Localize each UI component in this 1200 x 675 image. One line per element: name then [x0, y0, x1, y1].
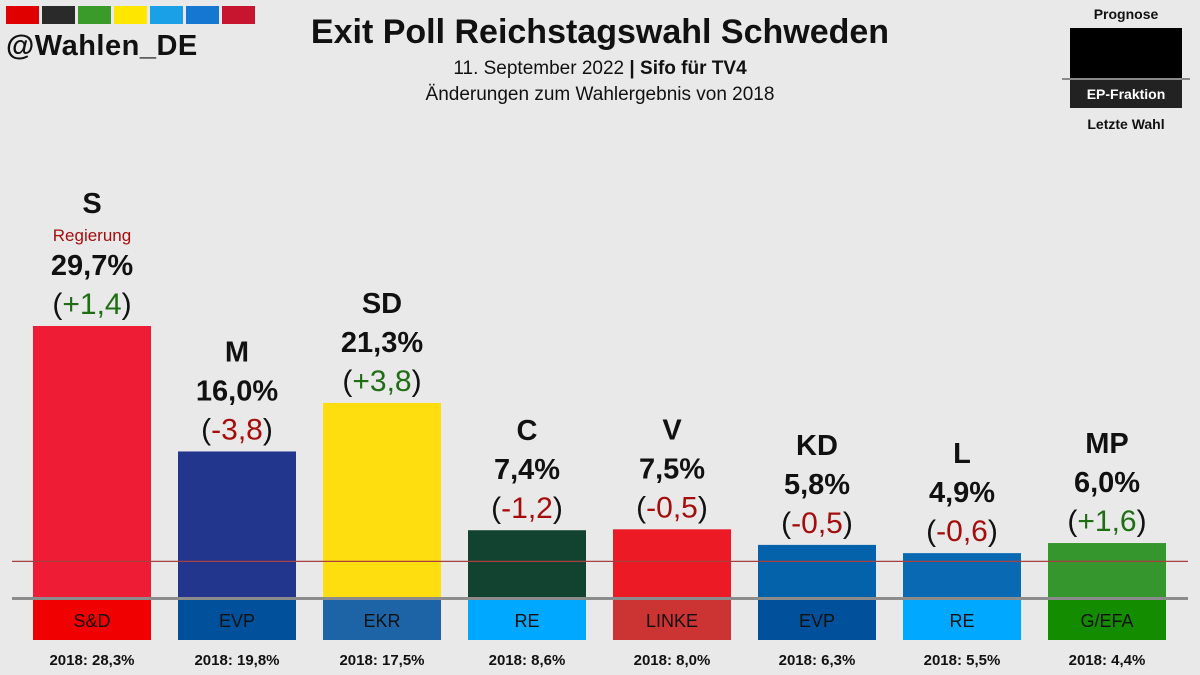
- legend-prognose-label: Prognose: [1093, 6, 1159, 22]
- subtitle-separator: |: [629, 58, 635, 79]
- previous-result-label: 2018: 5,5%: [924, 652, 1001, 669]
- ep-group-label: RE: [514, 611, 539, 631]
- change-label: (-1,2): [491, 492, 563, 525]
- poll-source: Sifo für TV4: [640, 58, 747, 79]
- note-label: Regierung: [53, 226, 131, 245]
- party-label: C: [517, 415, 538, 447]
- ep-group-box: [178, 600, 296, 640]
- legend: Prognose EP-Fraktion Letzte Wahl: [1062, 6, 1190, 132]
- chart-baseline: [12, 597, 1188, 600]
- ep-group-label: EVP: [219, 611, 255, 631]
- previous-result-label: 2018: 4,4%: [1069, 652, 1146, 669]
- ep-group-label: S&D: [73, 611, 110, 631]
- bar-c: [468, 530, 586, 598]
- party-label: SD: [362, 288, 402, 320]
- previous-result-label: 2018: 28,3%: [49, 652, 134, 669]
- change-label: (+3,8): [342, 365, 421, 398]
- ep-group-box: [33, 600, 151, 640]
- brand-color-swatch: [6, 6, 39, 24]
- change-label: (-0,6): [926, 515, 998, 548]
- bar-s: [33, 326, 151, 598]
- value-label: 29,7%: [51, 250, 133, 282]
- change-label: (+1,4): [52, 288, 131, 321]
- change-label: (-0,5): [781, 507, 853, 540]
- value-label: 6,0%: [1074, 467, 1140, 499]
- chart-subtitle-date: 11. September 2022 | Sifo für TV4: [0, 56, 1200, 82]
- brand-color-swatch: [186, 6, 219, 24]
- value-label: 21,3%: [341, 327, 423, 359]
- party-label: L: [953, 438, 971, 470]
- party-label: S: [82, 188, 101, 220]
- ep-group-box: [323, 600, 441, 640]
- ep-group-label: LINKE: [646, 611, 698, 631]
- ep-group-label: G/EFA: [1080, 611, 1133, 631]
- ep-group-box: [1048, 600, 1166, 640]
- legend-bar-swatch: [1070, 28, 1182, 78]
- value-label: 4,9%: [929, 477, 995, 509]
- value-label: 16,0%: [196, 375, 278, 407]
- brand-color-swatch: [114, 6, 147, 24]
- change-label: (-0,5): [636, 491, 708, 524]
- ep-group-box: [613, 600, 731, 640]
- previous-result-label: 2018: 17,5%: [339, 652, 424, 669]
- party-label: KD: [796, 430, 838, 462]
- previous-result-label: 2018: 8,6%: [489, 652, 566, 669]
- bar-kd: [758, 544, 876, 598]
- brand-color-swatch: [42, 6, 75, 24]
- value-label: 7,4%: [494, 454, 560, 486]
- bar-l: [903, 553, 1021, 598]
- bar-m: [178, 451, 296, 598]
- brand-handle: @Wahlen_DE: [6, 30, 198, 62]
- brand-color-strip: [6, 6, 255, 24]
- bar-mp: [1048, 543, 1166, 598]
- chart-header: Exit Poll Reichstagswahl Schweden 11. Se…: [0, 12, 1200, 108]
- ep-group-box: [468, 600, 586, 640]
- chart-subtitle: Änderungen zum Wahlergebnis von 2018: [425, 84, 775, 105]
- brand-color-swatch: [150, 6, 183, 24]
- legend-baseline: [1062, 78, 1190, 80]
- ep-group-label: EVP: [799, 611, 835, 631]
- ep-group-box: [758, 600, 876, 640]
- chart-title: Exit Poll Reichstagswahl Schweden: [310, 13, 890, 51]
- poll-date: 11. September 2022: [453, 58, 625, 79]
- legend-last-election-label: Letzte Wahl: [1087, 116, 1165, 132]
- ep-group-label: EKR: [363, 611, 400, 631]
- party-label: M: [225, 336, 249, 368]
- previous-result-label: 2018: 8,0%: [634, 652, 711, 669]
- change-label: (+1,6): [1067, 505, 1146, 538]
- value-label: 5,8%: [784, 469, 850, 501]
- previous-result-label: 2018: 19,8%: [194, 652, 279, 669]
- legend-ep-label: EP-Fraktion: [1070, 80, 1182, 108]
- ep-group-label: RE: [949, 611, 974, 631]
- bar-sd: [323, 402, 441, 598]
- ep-group-box: [903, 600, 1021, 640]
- party-label: MP: [1085, 428, 1129, 460]
- brand-color-swatch: [222, 6, 255, 24]
- value-label: 7,5%: [639, 453, 705, 485]
- previous-result-label: 2018: 6,3%: [779, 652, 856, 669]
- brand-color-swatch: [78, 6, 111, 24]
- change-label: (-3,8): [201, 413, 273, 446]
- party-label: V: [662, 414, 682, 446]
- bar-v: [613, 529, 731, 598]
